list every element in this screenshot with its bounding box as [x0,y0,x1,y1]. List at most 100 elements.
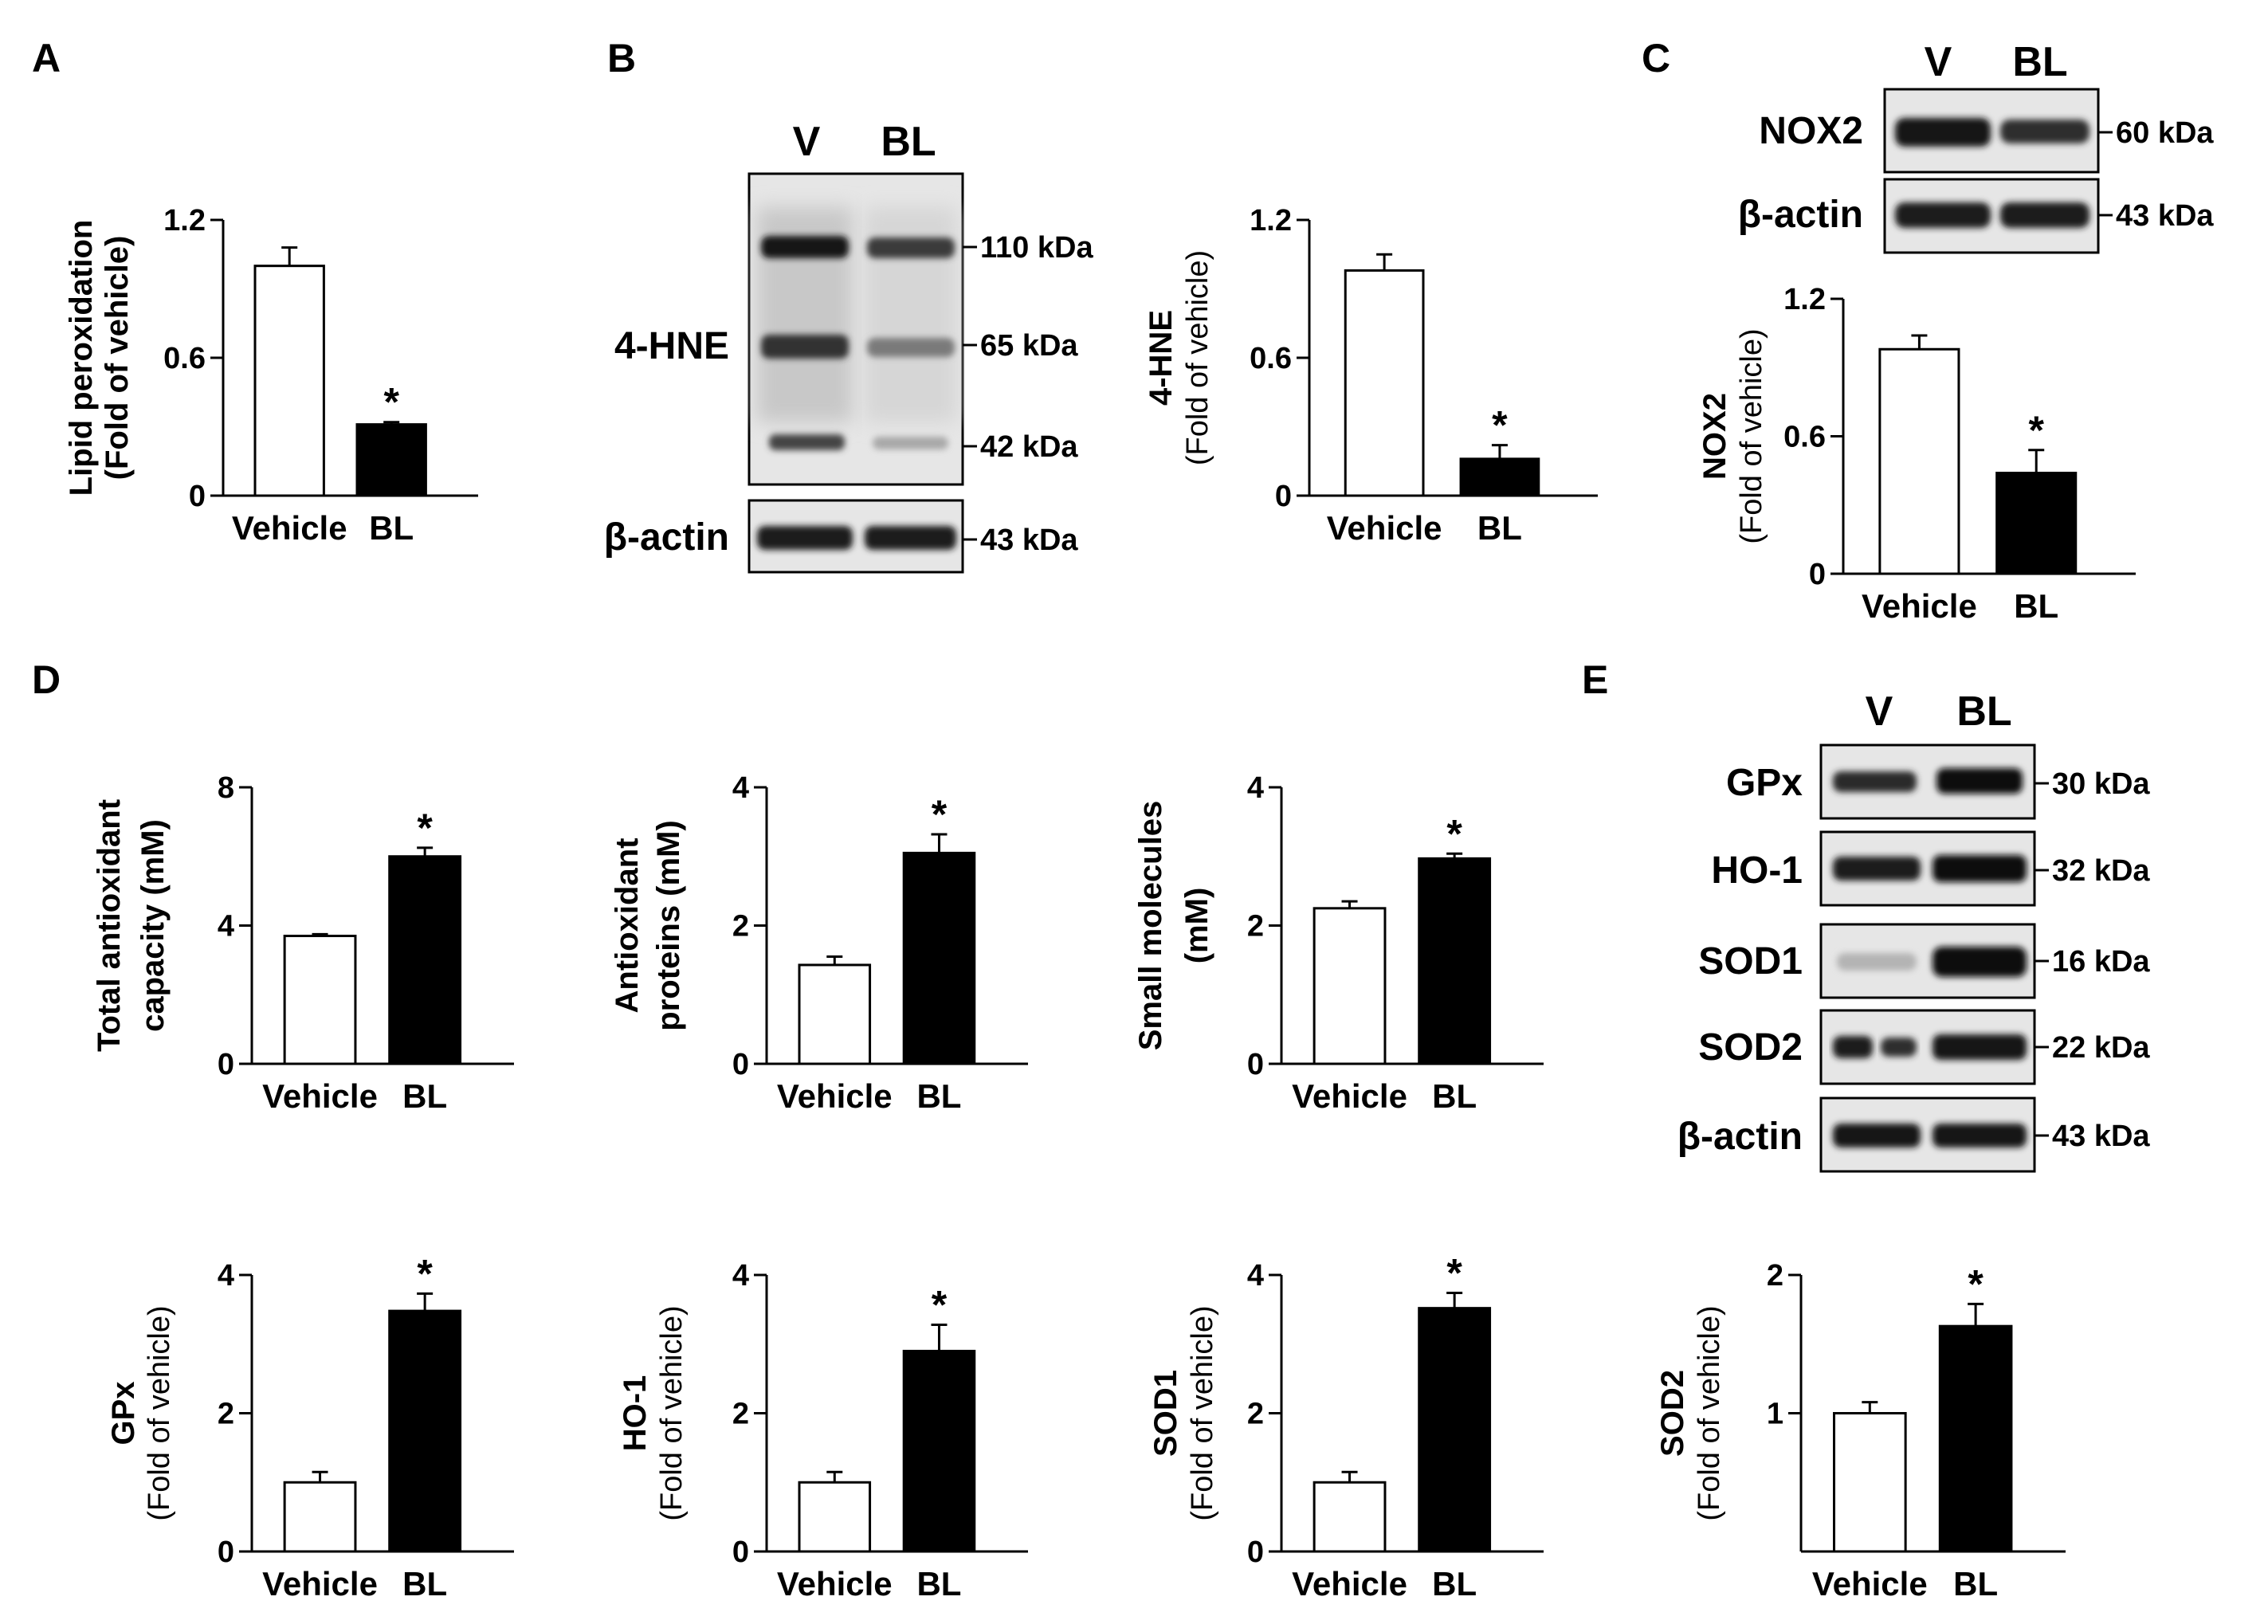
x-category-label: Vehicle [1327,509,1442,547]
bar-bl [1418,1307,1492,1553]
y-axis-label-line2: (Fold of vehicle) [1735,328,1768,543]
x-category-label: Vehicle [232,509,347,547]
bar-vehicle [1878,347,1960,575]
blot-c-lane-v: V [1925,39,1952,85]
y-axis-label: SOD1 [1148,1370,1183,1457]
chart-d1: 0 4 8 Vehicle BL * Total antioxidant capacity (… [92,771,514,1115]
significance-marker: * [383,380,399,425]
x-category-label: Vehicle [262,1565,378,1602]
bar-vehicle [798,1481,872,1553]
y-tick-label: 4 [1247,771,1264,805]
chart-d2: 0 2 4 Vehicle BL * Antioxidant proteins (mM) [610,771,1028,1115]
bar-bl [355,423,427,497]
y-tick-label: 0 [1247,1048,1264,1081]
y-tick-label: 4 [218,910,234,943]
y-axis-label-line2: proteins (mM) [651,820,686,1030]
significance-marker: * [1492,403,1508,448]
blot-e-marker-30: 30 kDa [2052,767,2150,801]
bar-vehicle [283,935,357,1065]
bar-bl [1418,857,1492,1065]
blot-e-label-sod2: SOD2 [1698,1026,1803,1069]
blot-b-marker-110: 110 kDa [980,231,1093,265]
blot-band [761,335,849,359]
significance-marker: * [417,1251,433,1296]
blot-band [1837,953,1917,971]
blot-e-label-gpx: GPx [1726,762,1803,804]
y-axis-label-line2: (Fold of vehicle) [1693,1305,1726,1520]
y-tick-label: 0 [1247,1536,1264,1569]
bar-vehicle [253,265,325,497]
y-axis-label-line2: (Fold of vehicle) [100,236,135,481]
chart-d3: 0 2 4 Vehicle BL * Small molecules (mM) [1133,771,1544,1115]
panel-letter-a: A [32,36,61,80]
y-tick-label: 1.2 [1250,204,1292,237]
blot-band [1833,857,1921,881]
blot-c-label-actin: β-actin [1738,194,1863,236]
y-tick-label: 0 [218,1536,234,1569]
bar-vehicle [283,1481,357,1553]
blot-band [769,434,845,450]
y-tick-label: 8 [218,771,234,805]
blot-b-lane-v: V [793,119,821,165]
blot-band [1895,118,1991,147]
x-category-label: Vehicle [1812,1565,1928,1602]
bar-bl [388,855,462,1065]
chart-d5: 0 2 4 Vehicle BL * HO-1 (Fold of vehicle) [618,1259,1028,1602]
blot-c-marker-60: 60 kDa [2116,116,2214,150]
panel-letter-b: B [607,36,636,80]
panel-letter-d: D [32,657,61,702]
blot-c-marker-43: 43 kDa [2116,199,2214,233]
y-tick-label: 4 [1247,1259,1264,1293]
bar-bl [388,1309,462,1553]
y-axis-label: SOD2 [1655,1370,1690,1457]
bar-bl [1995,472,2078,575]
bar-vehicle [1313,1481,1387,1553]
y-axis-label-line2: capacity (mM) [135,819,171,1032]
x-category-label: BL [916,1565,961,1602]
y-tick-label: 2 [1767,1259,1783,1293]
y-tick-label: 4 [218,1259,234,1293]
x-category-label: Vehicle [262,1077,378,1115]
blot-e-lane-v: V [1866,688,1893,735]
blot-e-label-sod1: SOD1 [1698,940,1803,983]
blot-band [2000,202,2089,228]
chart-d7: 1 2 Vehicle BL * SOD2 (Fold of vehicle) [1655,1259,2066,1602]
y-tick-label: 1.2 [1783,283,1826,316]
blot-band [1895,202,1991,228]
y-axis-label: 4-HNE [1144,310,1179,406]
chart-d6: 0 2 4 Vehicle BL * SOD1 (Fold of vehicle) [1148,1251,1544,1602]
blot-c-label-nox2: NOX2 [1759,110,1863,152]
blot-band [1936,768,2023,794]
bar-bl [902,1349,976,1553]
bar-vehicle [798,963,872,1065]
bar-vehicle [1344,269,1425,497]
blot-band [1833,1036,1873,1058]
chart-d4: 0 2 4 Vehicle BL * GPx (Fold of vehicle) [106,1251,514,1602]
blot-e-marker-22: 22 kDa [2052,1031,2150,1065]
y-axis-label-line2: (Fold of vehicle) [1181,250,1214,465]
y-axis-label-line2: (Fold of vehicle) [655,1305,689,1520]
significance-marker: * [1446,811,1462,856]
y-tick-label: 1 [1767,1398,1783,1431]
blot-band [757,526,853,550]
blot-c: V BL NOX2 60 kDa β-actin 43 kDa [1738,39,2214,254]
blot-e-marker-32: 32 kDa [2052,854,2150,888]
x-category-label: Vehicle [777,1077,893,1115]
x-category-label: Vehicle [1292,1077,1407,1115]
blot-c-lane-bl: BL [2012,39,2067,85]
y-axis-label: NOX2 [1697,393,1732,480]
y-tick-label: 2 [1247,910,1264,943]
blot-band [1933,855,2027,882]
bar-bl [1938,1324,2013,1553]
blot-band [1881,1038,1917,1057]
y-tick-label: 4 [732,1259,749,1293]
blot-band [865,526,956,550]
panel-letter-c: C [1642,36,1670,80]
significance-marker: * [417,806,433,850]
significance-marker: * [1446,1251,1462,1296]
y-tick-label: 0.6 [163,342,206,375]
blot-b-marker-43: 43 kDa [980,524,1078,557]
y-axis-label-line2: (mM) [1179,888,1214,964]
y-axis-label: Small molecules [1133,801,1168,1050]
